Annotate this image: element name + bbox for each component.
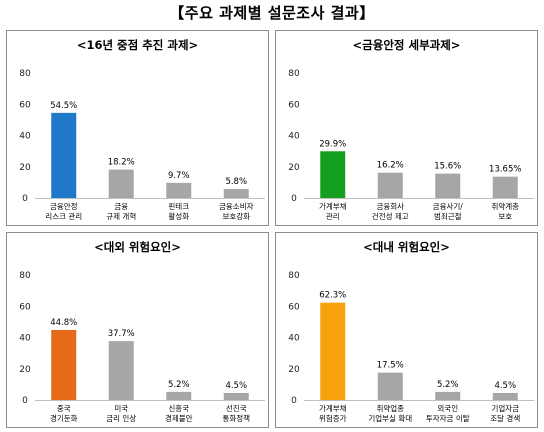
bar [377, 172, 403, 198]
category-label: 관리 [326, 211, 340, 221]
y-tick-label: 60 [19, 302, 31, 312]
category-label: 취약업종 [376, 403, 404, 413]
bar [51, 112, 77, 198]
y-tick-label: 60 [19, 100, 31, 110]
category-label: 기업자금 [491, 404, 519, 413]
y-tick-label: 20 [288, 163, 300, 173]
data-label: 17.5% [377, 361, 404, 371]
y-tick-label: 40 [288, 132, 300, 142]
bar [320, 302, 346, 400]
bar [223, 188, 249, 198]
category-label: 금융 [114, 202, 128, 211]
category-label: 조달 경색 [490, 413, 520, 423]
data-label: 54.5% [50, 101, 77, 111]
data-label: 4.5% [494, 381, 516, 391]
bar [435, 173, 461, 198]
y-tick-label: 0 [22, 194, 28, 204]
bar [108, 169, 134, 198]
chart-title: <16년 중점 추진 과제> [76, 38, 199, 52]
data-label: 9.7% [168, 171, 190, 181]
y-tick-label: 40 [19, 132, 31, 142]
y-tick-label: 60 [288, 100, 300, 110]
chart-title: <대내 위험요인> [363, 240, 450, 254]
category-label: 투자자금 이탈 [426, 413, 470, 423]
y-tick-label: 40 [288, 334, 300, 344]
category-label: 건전성 제고 [372, 211, 409, 221]
category-label: 범죄근절 [434, 211, 462, 221]
category-label: 금융안정 [50, 201, 78, 211]
y-tick-label: 0 [291, 396, 297, 406]
chart-panel-internal-risks: <대내 위험요인> 0 20 40 60 80 62.3% 가계부채 위험증가 17.5% 취약업… [275, 232, 538, 428]
chart-title: <대외 위험요인> [94, 240, 181, 254]
category-label: 신흥국 [168, 403, 189, 413]
y-tick-label: 80 [19, 69, 31, 79]
category-label: 중국 [57, 404, 71, 413]
category-label: 경기둔화 [50, 413, 78, 423]
data-label: 5.8% [225, 177, 247, 187]
category-label: 금융사기/ [433, 202, 464, 211]
y-tick-label: 60 [288, 302, 300, 312]
category-label: 보호 [498, 212, 512, 221]
chart-panel-external-risks: <대외 위험요인> 0 20 40 60 80 44.8% 중국 경기둔화 37.7% 미국 금리 … [6, 232, 269, 428]
bar [492, 176, 518, 198]
data-label: 5.2% [437, 380, 459, 390]
category-label: 위험증가 [319, 414, 347, 423]
category-label: 활성화 [168, 211, 189, 221]
chart-panel-priority-tasks: <16년 중점 추진 과제> 0 20 40 60 80 54.5% 금융안정 리스크 관리 1… [6, 30, 269, 226]
data-label: 37.7% [108, 329, 135, 339]
category-label: 가계부채 [319, 201, 347, 211]
chart-panel-stability-subtasks: <금융안정 세부과제> 0 20 40 60 80 29.9% 가계부채 관리 16.2% 금융회… [275, 30, 538, 226]
y-tick-label: 80 [288, 271, 300, 281]
page-title: 【주요 과제별 설문조사 결과】 [169, 4, 375, 22]
y-tick-label: 80 [288, 69, 300, 79]
y-tick-label: 0 [22, 396, 28, 406]
y-tick-label: 20 [19, 365, 31, 375]
bar [166, 391, 192, 400]
bar [51, 330, 77, 400]
category-label: 핀테크 [168, 202, 189, 211]
data-label: 44.8% [50, 318, 77, 328]
data-label: 13.65% [489, 165, 521, 175]
category-label: 금융회사 [376, 202, 404, 211]
y-tick-label: 80 [19, 271, 31, 281]
category-label: 경제불안 [165, 413, 193, 423]
category-label: 미국 [114, 404, 128, 413]
chart-title: <금융안정 세부과제> [352, 38, 461, 52]
bar [223, 392, 249, 400]
y-tick-label: 20 [288, 365, 300, 375]
category-label: 가계부채 [319, 403, 347, 413]
bar [166, 182, 192, 198]
bar [377, 372, 403, 400]
category-label: 금융소비자 [219, 202, 254, 211]
data-label: 29.9% [319, 139, 346, 149]
category-label: 취약계층 [491, 201, 519, 211]
category-label: 외국인 [437, 403, 458, 413]
data-label: 16.2% [377, 161, 404, 171]
y-tick-label: 40 [19, 334, 31, 344]
category-label: 선진국 [226, 403, 247, 413]
bar [435, 391, 461, 400]
bar [108, 341, 134, 400]
data-label: 15.6% [434, 162, 461, 172]
category-label: 리스크 관리 [45, 211, 82, 221]
y-tick-label: 20 [19, 163, 31, 173]
bar [492, 392, 518, 400]
data-label: 4.5% [225, 381, 247, 391]
category-label: 통화정책 [222, 413, 250, 423]
category-label: 기업부실 확대 [368, 413, 412, 423]
category-label: 규제 개혁 [106, 211, 136, 221]
category-label: 보호강화 [222, 211, 250, 221]
bar [320, 151, 346, 198]
y-tick-label: 0 [291, 194, 297, 204]
data-label: 18.2% [108, 158, 135, 168]
data-label: 62.3% [319, 291, 346, 301]
data-label: 5.2% [168, 380, 190, 390]
category-label: 금리 인상 [106, 413, 136, 423]
